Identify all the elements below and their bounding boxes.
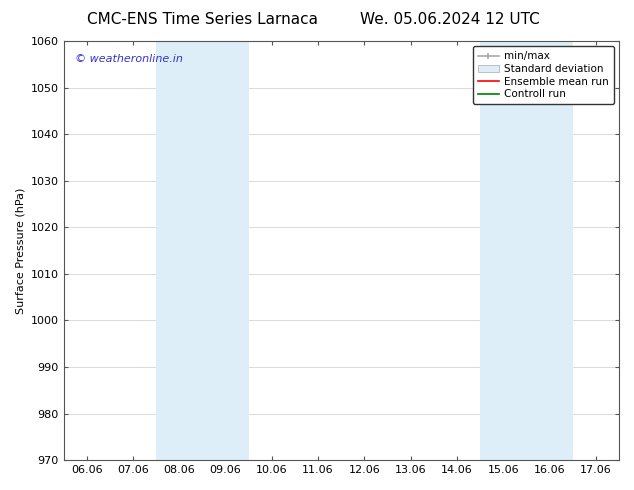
Text: CMC-ENS Time Series Larnaca: CMC-ENS Time Series Larnaca [87, 12, 318, 27]
Bar [480, 41, 573, 460]
Legend: min/max, Standard deviation, Ensemble mean run, Controll run: min/max, Standard deviation, Ensemble me… [472, 46, 614, 104]
Text: We. 05.06.2024 12 UTC: We. 05.06.2024 12 UTC [360, 12, 540, 27]
Text: © weatheronline.in: © weatheronline.in [75, 53, 183, 64]
Y-axis label: Surface Pressure (hPa): Surface Pressure (hPa) [15, 187, 25, 314]
Bar [156, 41, 249, 460]
